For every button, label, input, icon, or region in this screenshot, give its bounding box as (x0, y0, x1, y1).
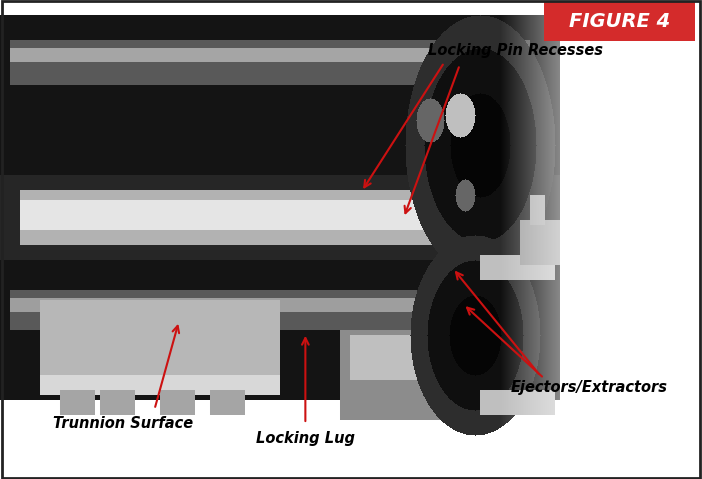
Text: Locking Pin Recesses: Locking Pin Recesses (428, 43, 604, 58)
Text: Ejectors/Extractors: Ejectors/Extractors (511, 380, 668, 396)
Text: Trunnion Surface: Trunnion Surface (53, 416, 193, 432)
FancyBboxPatch shape (544, 1, 695, 41)
Text: FIGURE 4: FIGURE 4 (569, 11, 670, 31)
Text: Locking Lug: Locking Lug (256, 431, 355, 446)
